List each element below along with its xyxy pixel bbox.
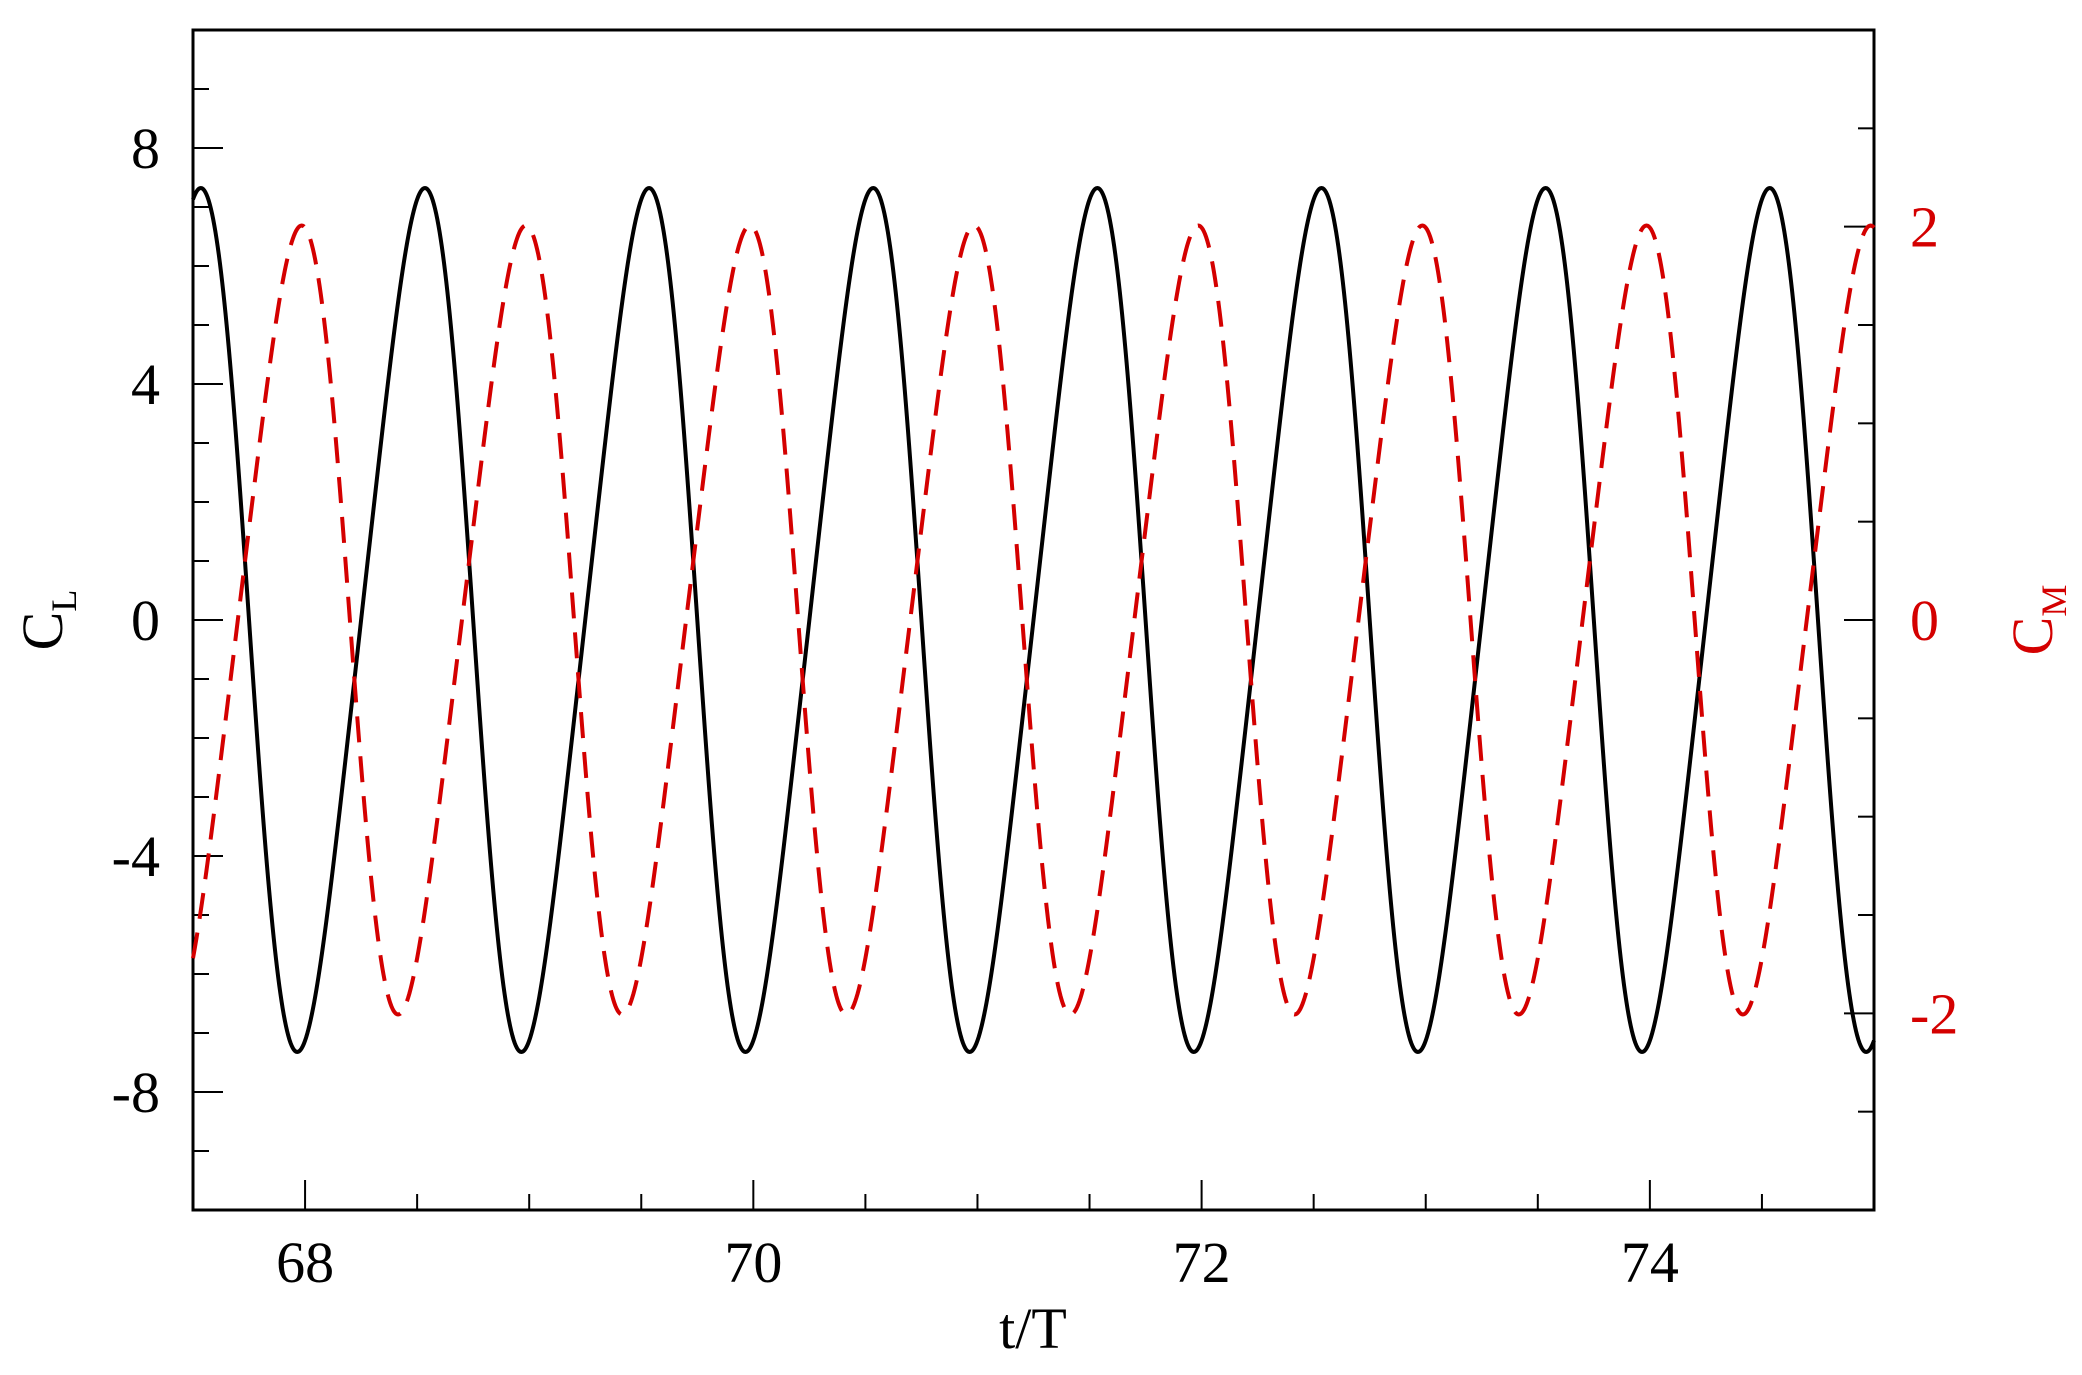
right-axis-ticks [1844,29,1874,1211]
right-tick-label: 0 [1910,588,1939,653]
left-axis-title: CL [10,590,84,651]
right-axis-tick-labels: -2 0 2 [1910,195,1958,1047]
svg-text:CM: CM [2000,585,2074,656]
bottom-tick-label: 74 [1621,1230,1679,1295]
right-tick-label: 2 [1910,195,1939,260]
left-tick-label: -8 [112,1060,160,1125]
svg-text:CL: CL [10,590,84,651]
bottom-axis-tick-labels: 68 70 72 74 [276,1230,1679,1295]
right-tick-label: -2 [1910,981,1958,1046]
right-axis-title-sub: M [2034,585,2074,617]
cl-series-line [191,185,1876,1055]
left-tick-label: 0 [131,588,160,653]
left-tick-label: -4 [112,824,160,889]
left-tick-label: 8 [131,116,160,181]
series-layer [191,185,1876,1055]
cm-series-line [191,223,1876,1017]
left-tick-label: 4 [131,352,160,417]
left-axis-title-sub: L [44,590,84,612]
bottom-tick-label: 70 [724,1230,782,1295]
right-axis-title-base: C [2000,617,2065,656]
left-axis-ticks [193,29,223,1211]
bottom-tick-label: 72 [1173,1230,1231,1295]
bottom-axis-ticks [304,1180,1763,1210]
left-axis-title-base: C [10,612,75,651]
x-axis-title: t/T [999,1296,1067,1361]
right-axis-title: CM [2000,585,2074,656]
bottom-tick-label: 68 [276,1230,334,1295]
left-axis-tick-labels: -8 -4 0 4 8 [112,116,160,1125]
